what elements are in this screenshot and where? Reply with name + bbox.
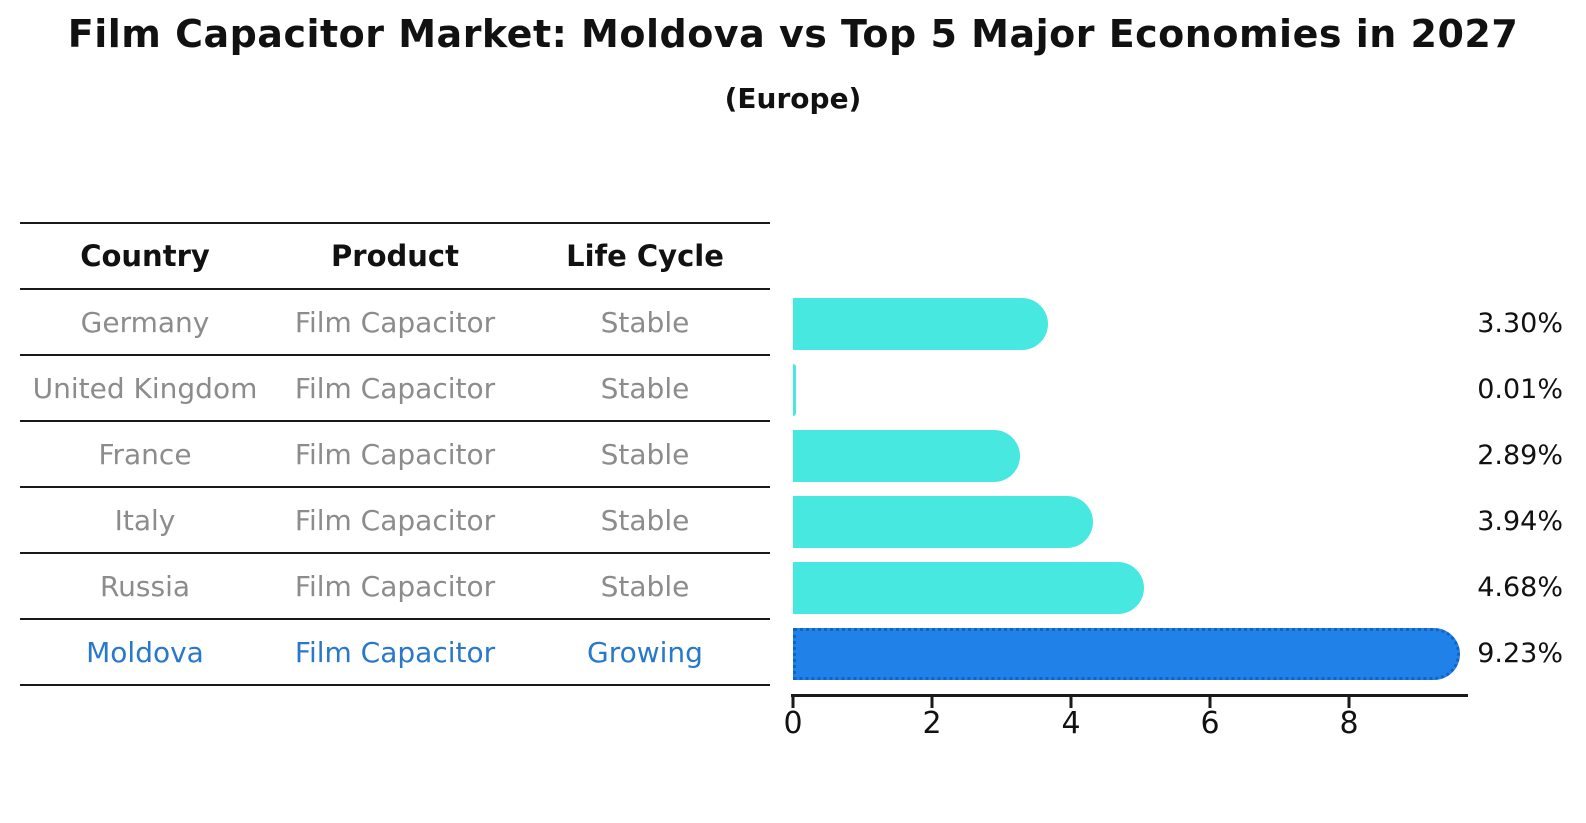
bar-france bbox=[793, 430, 1020, 482]
cell-product: Film Capacitor bbox=[294, 503, 496, 537]
value-label: 3.94% bbox=[1477, 506, 1563, 537]
cell-life-cycle: Growing bbox=[587, 635, 703, 669]
x-tick-label: 0 bbox=[783, 706, 803, 741]
column-header-country: Country bbox=[80, 239, 210, 273]
value-label: 4.68% bbox=[1477, 572, 1563, 603]
value-label: 9.23% bbox=[1477, 638, 1563, 669]
bar-united-kingdom bbox=[793, 364, 796, 416]
table-row: Russia Film Capacitor Stable bbox=[20, 554, 770, 620]
x-tick-label: 2 bbox=[922, 706, 942, 741]
chart-title: Film Capacitor Market: Moldova vs Top 5 … bbox=[67, 12, 1519, 56]
cell-product: Film Capacitor bbox=[294, 437, 496, 471]
cell-product: Film Capacitor bbox=[294, 635, 496, 669]
x-axis-tick bbox=[1069, 697, 1073, 708]
cell-country: Germany bbox=[80, 305, 210, 339]
x-tick-label: 8 bbox=[1339, 706, 1359, 741]
x-tick-label: 6 bbox=[1200, 706, 1220, 741]
cell-product: Film Capacitor bbox=[294, 371, 496, 405]
value-label: 3.30% bbox=[1477, 308, 1563, 339]
column-header-life-cycle: Life Cycle bbox=[566, 239, 724, 273]
cell-product: Film Capacitor bbox=[294, 305, 496, 339]
cell-life-cycle: Stable bbox=[600, 305, 690, 339]
cell-country: United Kingdom bbox=[32, 371, 258, 405]
bar-russia bbox=[793, 562, 1145, 614]
x-axis-tick bbox=[1208, 697, 1212, 708]
bar-moldova bbox=[793, 628, 1461, 680]
bar-germany bbox=[793, 298, 1049, 350]
table-row: Moldova Film Capacitor Growing bbox=[20, 620, 770, 686]
value-label: 2.89% bbox=[1477, 440, 1563, 471]
country-table: Country Product Life Cycle Germany Film … bbox=[20, 222, 770, 686]
table-row: Germany Film Capacitor Stable bbox=[20, 290, 770, 356]
cell-life-cycle: Stable bbox=[600, 437, 690, 471]
x-tick-label: 4 bbox=[1061, 706, 1081, 741]
x-axis-tick bbox=[1347, 697, 1351, 708]
table-header-row: Country Product Life Cycle bbox=[20, 224, 770, 290]
cell-country: Italy bbox=[114, 503, 176, 537]
x-axis-tick bbox=[930, 697, 934, 708]
chart-subtitle: (Europe) bbox=[724, 82, 862, 115]
cell-life-cycle: Stable bbox=[600, 371, 690, 405]
x-axis-tick bbox=[791, 697, 795, 708]
cell-life-cycle: Stable bbox=[600, 503, 690, 537]
bar-italy bbox=[793, 496, 1093, 548]
cell-country: Russia bbox=[99, 569, 191, 603]
cell-country: Moldova bbox=[86, 635, 204, 669]
table-row: France Film Capacitor Stable bbox=[20, 422, 770, 488]
column-header-product: Product bbox=[331, 239, 459, 273]
x-axis-line bbox=[791, 694, 1468, 708]
cell-product: Film Capacitor bbox=[294, 569, 496, 603]
table-row: United Kingdom Film Capacitor Stable bbox=[20, 356, 770, 422]
value-label: 0.01% bbox=[1477, 374, 1563, 405]
cell-life-cycle: Stable bbox=[600, 569, 690, 603]
table-row: Italy Film Capacitor Stable bbox=[20, 488, 770, 554]
cell-country: France bbox=[98, 437, 192, 471]
